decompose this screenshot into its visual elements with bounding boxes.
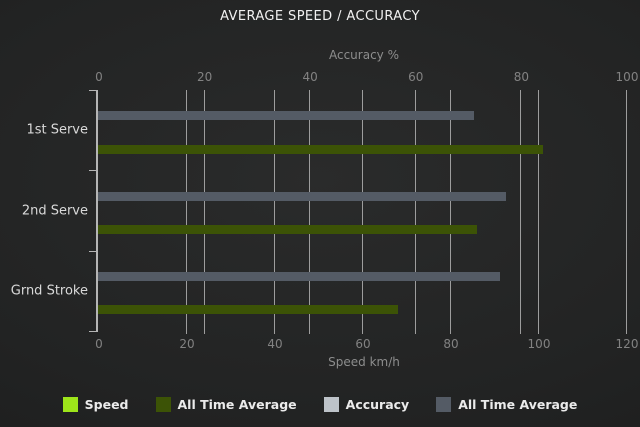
- legend-label-accuracy-all-time-average: All Time Average: [458, 397, 578, 412]
- chart-title: AVERAGE SPEED / ACCURACY: [220, 9, 420, 24]
- bottom-grid-line-60: [362, 90, 363, 334]
- category-label-1st-serve: 1st Serve: [26, 122, 88, 138]
- legend-swatch-accuracy-all-time-average: [436, 397, 452, 412]
- bottom-grid-line-20: [186, 90, 187, 334]
- category-band-tick: [89, 331, 97, 332]
- bottom-grid-line-80: [450, 90, 451, 334]
- top-tick-label-0: 0: [95, 70, 103, 84]
- bottom-tick-label-100: 100: [527, 337, 551, 351]
- category-band-tick: [89, 251, 97, 252]
- top-tick-label-60: 60: [408, 70, 424, 84]
- legend-item-speed-all-time-average[interactable]: All Time Average: [155, 397, 297, 412]
- legend-swatch-speed-all-time-average: [155, 397, 171, 412]
- legend-label-speed-speed: Speed: [84, 397, 129, 412]
- chart-legend: Speed All Time Average Accuracy All Time Av…: [0, 397, 640, 412]
- top-tick-label-80: 80: [513, 70, 530, 84]
- bar-all-time-average-2nd-serve[interactable]: [98, 225, 477, 234]
- legend-swatch-accuracy-accuracy: [323, 397, 339, 412]
- top-grid-line-60: [414, 90, 416, 334]
- bar-all-time-average-1st-serve[interactable]: [98, 145, 543, 154]
- bar-all-time-average-grnd-stroke[interactable]: [98, 272, 500, 281]
- legend-item-accuracy-all-time-average[interactable]: All Time Average: [436, 397, 577, 412]
- bar-all-time-average-1st-serve[interactable]: [98, 111, 474, 120]
- top-grid-line-40: [309, 90, 311, 334]
- top-axis-title: Accuracy %: [328, 48, 399, 62]
- bottom-grid-line-120: [626, 90, 627, 334]
- legend-label-accuracy-accuracy: Accuracy: [345, 397, 410, 412]
- category-axis-line: [96, 90, 98, 332]
- legend-swatch-speed-speed: [62, 397, 78, 412]
- bottom-tick-label-120: 120: [615, 337, 639, 351]
- top-tick-label-20: 20: [196, 70, 213, 84]
- category-label-2nd-serve: 2nd Serve: [21, 203, 88, 218]
- top-tick-label-40: 40: [302, 70, 318, 84]
- category-band-tick: [89, 170, 97, 171]
- bottom-tick-label-80: 80: [443, 337, 459, 351]
- bottom-grid-line-40: [274, 90, 275, 334]
- category-label-grnd-stroke: Grnd Stroke: [10, 283, 88, 299]
- plot-area: [98, 90, 629, 334]
- category-band-tick: [89, 90, 97, 91]
- legend-label-speed-all-time-average: All Time Average: [177, 397, 297, 412]
- legend-item-speed-speed[interactable]: Speed: [62, 397, 129, 412]
- top-grid-line-80: [520, 90, 522, 334]
- bottom-tick-label-20: 20: [179, 337, 195, 351]
- bottom-tick-label-60: 60: [355, 337, 371, 351]
- bar-all-time-average-grnd-stroke[interactable]: [98, 305, 398, 314]
- bottom-tick-label-0: 0: [95, 337, 103, 351]
- legend-item-accuracy-accuracy[interactable]: Accuracy: [323, 397, 410, 412]
- bottom-axis-title: Speed km/h: [328, 355, 400, 369]
- top-grid-line-20: [203, 90, 205, 334]
- bottom-grid-line-100: [538, 90, 539, 334]
- bottom-tick-label-40: 40: [267, 337, 283, 351]
- top-tick-label-100: 100: [615, 70, 639, 84]
- bar-all-time-average-2nd-serve[interactable]: [98, 192, 506, 201]
